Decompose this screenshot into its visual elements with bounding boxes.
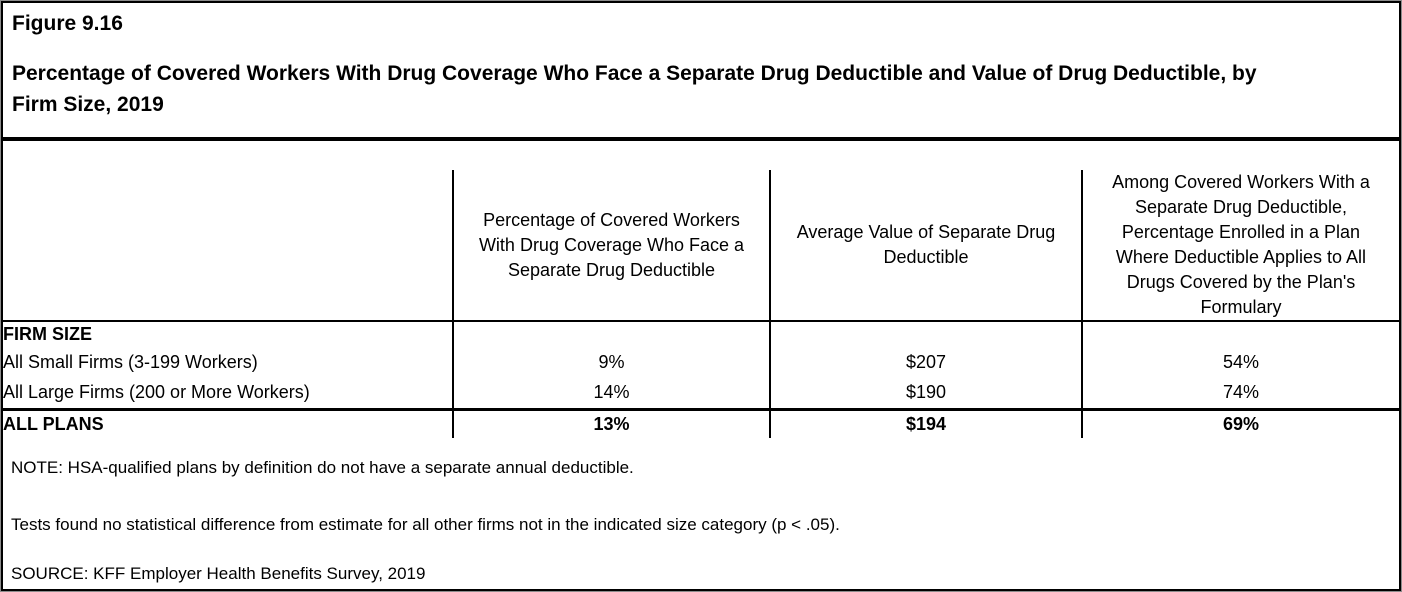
header-cell-empty [3,170,453,321]
header-cell-average-value: Average Value of Separate Drug Deductibl… [769,170,1082,321]
table-row-small-firms: All Small Firms (3-199 Workers) 9% $207 … [3,347,1399,378]
row-value: 13% [452,409,770,438]
section-cell-empty [1081,321,1399,347]
section-cell-empty [452,321,770,347]
row-value: 74% [1081,378,1399,409]
row-value: $194 [769,409,1082,438]
row-label: ALL PLANS [3,413,104,434]
header-cell-formulary-percentage: Among Covered Workers With a Separate Dr… [1081,170,1399,321]
row-value: 14% [452,378,770,409]
data-table: Percentage of Covered Workers With Drug … [3,170,1399,438]
header-cell-percentage-with-deductible: Percentage of Covered Workers With Drug … [452,170,770,321]
table-row-all-plans: ALL PLANS 13% $194 69% [3,409,1399,438]
figure-notes: NOTE: HSA-qualified plans by definition … [3,458,1399,584]
figure-label: Figure 9.16 [12,12,123,35]
figure-header: Figure 9.16 Percentage of Covered Worker… [3,3,1399,120]
row-value: 69% [1081,409,1399,438]
row-label: All Small Firms (3-199 Workers) [3,352,258,372]
significance-note-text: Tests found no statistical difference fr… [11,515,840,534]
title-divider [3,137,1399,141]
source-text: SOURCE: KFF Employer Health Benefits Sur… [11,564,426,583]
section-cell-empty [769,321,1082,347]
section-label: FIRM SIZE [3,324,92,344]
row-value: $207 [769,347,1082,378]
figure-title: Percentage of Covered Workers With Drug … [12,62,1257,116]
table-row-large-firms: All Large Firms (200 or More Workers) 14… [3,378,1399,409]
table-header-row: Percentage of Covered Workers With Drug … [3,170,1399,321]
row-value: $190 [769,378,1082,409]
row-label: All Large Firms (200 or More Workers) [3,382,310,403]
table-section-row: FIRM SIZE [3,321,1399,347]
row-value: 9% [452,347,770,378]
row-value: 54% [1081,347,1399,378]
note-text: NOTE: HSA-qualified plans by definition … [11,458,634,477]
